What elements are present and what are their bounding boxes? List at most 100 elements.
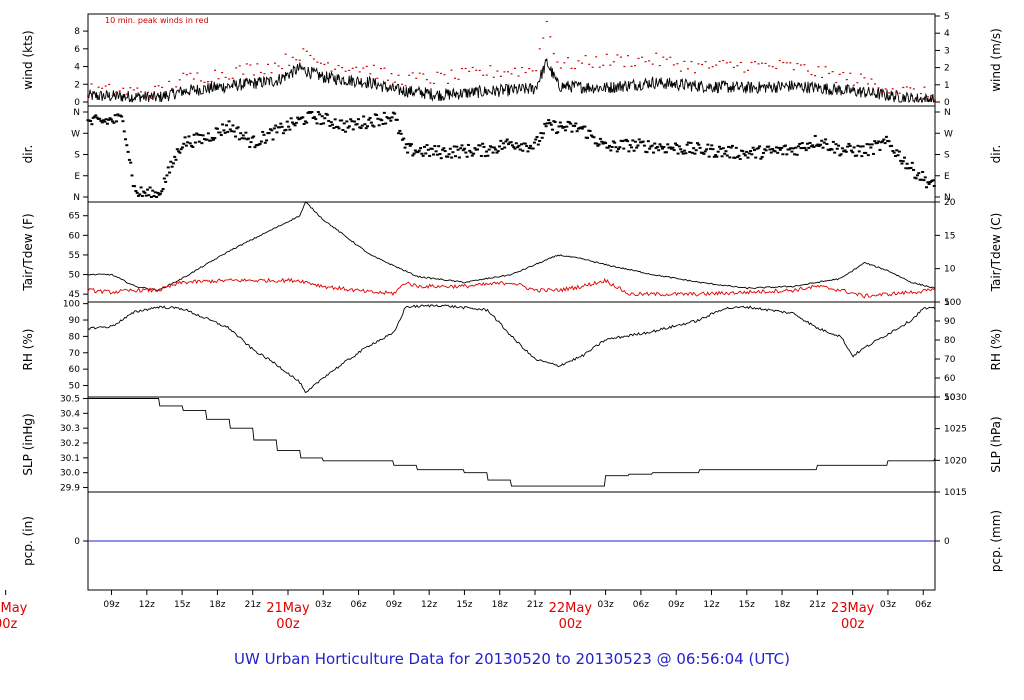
x-tick-label: 15z [456, 600, 472, 610]
x-tick-label: 21z [245, 600, 261, 610]
y-tick-label-right: N [944, 193, 951, 203]
y-tick-label-left: 6 [74, 45, 80, 55]
y-axis-label-right: dir. [989, 145, 1003, 164]
x-tick-label: 06z [350, 600, 366, 610]
x-tick-label: 03z [880, 600, 896, 610]
y-tick-label-left: 0 [74, 98, 80, 108]
y-tick-label-left: 65 [69, 212, 80, 222]
x-day-label-hour: 00z [559, 617, 583, 632]
y-tick-label-right: 90 [944, 317, 956, 327]
y-tick-label-left: 90 [69, 316, 81, 326]
y-tick-label-right: 1020 [944, 456, 967, 466]
y-tick-label-right: 1030 [944, 393, 967, 403]
x-tick-label: 12z [421, 600, 437, 610]
x-tick-label: 12z [703, 600, 719, 610]
series-wind [87, 58, 936, 104]
y-tick-label-left: 30.5 [60, 394, 80, 404]
y-tick-label-left: 4 [74, 63, 80, 73]
x-tick-label: 03z [315, 600, 331, 610]
series-tdew [87, 277, 936, 299]
y-tick-label-right: S [944, 151, 950, 161]
x-tick-label: 03z [598, 600, 614, 610]
y-tick-label-left: 30.4 [60, 409, 80, 419]
x-tick-label: 09z [103, 600, 119, 610]
y-tick-label-left: 80 [69, 332, 81, 342]
y-tick-label-right: 50 [944, 393, 956, 403]
y-tick-label-right: 60 [944, 374, 956, 384]
y-tick-label-right: 0 [944, 98, 950, 108]
y-axis-label-right: wind (m/s) [989, 28, 1003, 92]
x-tick-label: 06z [915, 600, 931, 610]
y-axis-label-left: Tair/Tdew (F) [21, 213, 35, 291]
y-tick-label-left: 30.0 [60, 469, 80, 479]
y-tick-label-left: 30.1 [60, 454, 80, 464]
y-tick-label-left: 100 [63, 300, 80, 310]
x-tick-label: 18z [492, 600, 508, 610]
y-axis-label-left: pcp. (in) [21, 516, 35, 566]
x-day-label: 20May [0, 601, 28, 616]
panel-frame-dir [87, 105, 936, 203]
y-tick-label-right: E [944, 172, 950, 182]
x-tick-label: 15z [174, 600, 190, 610]
x-tick-label: 21z [809, 600, 825, 610]
y-tick-label-right: 10 [944, 265, 956, 275]
y-tick-label-left: 8 [74, 27, 80, 37]
y-axis-label-right: RH (%) [989, 329, 1003, 371]
series-tair [87, 201, 936, 292]
y-tick-label-right: 1015 [944, 488, 967, 498]
y-axis-label-left: wind (kts) [21, 30, 35, 89]
y-tick-label-left: N [73, 193, 80, 203]
y-tick-label-left: 70 [69, 349, 81, 359]
y-tick-label-right: N [944, 108, 951, 118]
y-tick-label-right: 0 [944, 537, 950, 547]
x-day-label: 22May [549, 601, 593, 616]
y-tick-label-right: W [944, 129, 953, 139]
y-tick-label-right: 15 [944, 231, 955, 241]
y-tick-label-right: 5 [944, 12, 950, 22]
series-rh [87, 304, 936, 394]
y-tick-label-right: 20 [944, 198, 956, 208]
y-tick-label-left: 60 [69, 365, 81, 375]
y-tick-label-left: N [73, 108, 80, 118]
x-day-label-hour: 00z [276, 617, 300, 632]
panel-annotation: 10 min. peak winds in red [105, 16, 209, 25]
y-tick-label-left: 30.3 [60, 424, 80, 434]
y-tick-label-left: 50 [69, 382, 81, 392]
y-axis-label-left: dir. [21, 145, 35, 164]
y-axis-label-left: SLP (inHg) [21, 413, 35, 475]
y-axis-label-right: SLP (hPa) [989, 416, 1003, 472]
x-day-label: 21May [266, 601, 310, 616]
panel-frame-wind [87, 13, 936, 107]
x-tick-label: 09z [668, 600, 684, 610]
y-tick-label-left: E [74, 172, 80, 182]
y-tick-label-right: 100 [944, 298, 961, 308]
y-tick-label-left: 29.9 [60, 484, 80, 494]
y-tick-label-left: W [71, 129, 80, 139]
x-tick-label: 12z [139, 600, 155, 610]
y-tick-label-right: 80 [944, 336, 956, 346]
y-tick-label-right: 4 [944, 29, 950, 39]
x-tick-label: 18z [774, 600, 790, 610]
y-tick-label-left: 2 [74, 80, 80, 90]
x-tick-label: 06z [633, 600, 649, 610]
x-tick-label: 15z [739, 600, 755, 610]
x-tick-label: 09z [386, 600, 402, 610]
y-tick-label-left: 45 [69, 290, 80, 300]
y-tick-label-left: 60 [69, 231, 81, 241]
panel-frame-slp [87, 396, 936, 493]
y-tick-label-right: 1025 [944, 425, 967, 435]
x-tick-label: 18z [209, 600, 225, 610]
panel-frame-rh [87, 301, 936, 398]
y-tick-label-right: 3 [944, 46, 950, 56]
y-tick-label-right: 70 [944, 355, 956, 365]
y-tick-label-left: 0 [74, 537, 80, 547]
y-axis-label-right: pcp. (mm) [989, 510, 1003, 572]
x-day-label: 23May [831, 601, 875, 616]
y-tick-label-left: S [74, 151, 80, 161]
x-day-label-hour: 00z [841, 617, 865, 632]
y-tick-label-right: 2 [944, 64, 950, 74]
y-tick-label-left: 30.2 [60, 439, 80, 449]
chart-title: UW Urban Horticulture Data for 20130520 … [234, 650, 790, 668]
y-tick-label-right: 1 [944, 81, 950, 91]
